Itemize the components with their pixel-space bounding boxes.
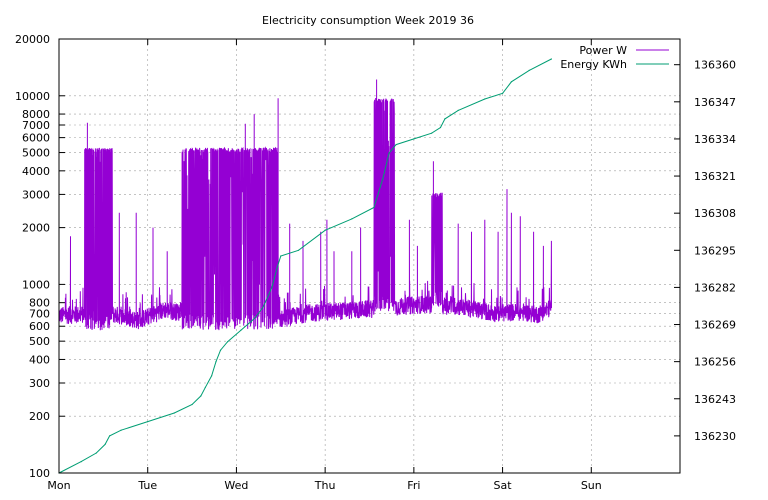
energy-point <box>80 461 82 463</box>
y2-tick-label: 136269 <box>694 319 736 332</box>
energy-point <box>395 144 397 146</box>
y2-tick-label: 136282 <box>694 281 736 294</box>
y2-tick-label: 136321 <box>694 170 736 183</box>
energy-point <box>510 81 512 83</box>
y2-tick-label: 136308 <box>694 207 736 220</box>
y2-tick-label: 136243 <box>694 393 736 406</box>
energy-point <box>95 452 97 454</box>
x-tick-label: Thu <box>314 479 336 492</box>
legend-label: Power W <box>579 44 627 57</box>
y-tick-label: 1000 <box>22 278 50 291</box>
energy-point <box>280 255 282 257</box>
energy-point <box>413 138 415 140</box>
plot-frame <box>58 38 681 474</box>
series-power <box>58 79 552 331</box>
energy-point <box>253 318 255 320</box>
energy-point <box>173 412 175 414</box>
energy-point <box>373 206 375 209</box>
energy-point <box>324 229 326 231</box>
energy-point <box>484 98 486 100</box>
y2-tick-label: 136295 <box>694 244 736 257</box>
y-tick-label: 800 <box>29 297 50 310</box>
energy-point <box>262 306 264 308</box>
y-tick-label: 2000 <box>22 222 50 235</box>
y-tick-label: 5000 <box>22 147 50 160</box>
energy-point <box>444 118 446 120</box>
energy-point <box>457 109 459 111</box>
y-tick-label: 700 <box>29 308 50 321</box>
chart-title: Electricity consumption Week 2019 36 <box>262 14 474 27</box>
energy-point <box>382 178 384 180</box>
y-tick-label: 200 <box>29 410 50 423</box>
energy-point <box>227 341 229 343</box>
y-tick-label: 500 <box>29 335 50 348</box>
energy-point <box>351 218 353 220</box>
y2-tick-label: 136256 <box>694 356 736 369</box>
energy-point <box>439 126 442 129</box>
y2-tick-label: 136334 <box>694 133 736 146</box>
x-tick-label: Wed <box>224 479 248 492</box>
energy-point <box>191 403 193 406</box>
legend-label: Energy KWh <box>560 58 627 71</box>
x-tick-label: Sun <box>581 479 602 492</box>
y-tick-label: 300 <box>29 377 50 390</box>
energy-point <box>120 429 122 431</box>
x-tick-label: Tue <box>137 479 157 492</box>
axis-ticks <box>58 38 680 474</box>
x-tick-label: Sat <box>494 479 513 492</box>
y-tick-label: 8000 <box>22 108 50 121</box>
energy-point <box>431 132 433 134</box>
y-tick-label: 10000 <box>15 90 50 103</box>
y-tick-label: 100 <box>29 467 50 480</box>
y2-tick-label: 136230 <box>694 430 736 443</box>
y-tick-label: 400 <box>29 353 50 366</box>
x-tick-label: Mon <box>47 479 70 492</box>
energy-point <box>297 249 300 251</box>
y2-tick-label: 136347 <box>694 96 736 109</box>
y-tick-label: 20000 <box>15 33 50 46</box>
energy-point <box>388 152 390 154</box>
energy-point <box>215 361 217 363</box>
energy-point <box>240 329 242 331</box>
y-tick-label: 6000 <box>22 132 50 145</box>
energy-point <box>219 349 222 351</box>
power-line <box>58 79 552 331</box>
y2-tick-label: 136360 <box>694 59 736 72</box>
x-tick-label: Fri <box>407 479 420 492</box>
energy-point <box>528 69 530 71</box>
energy-point <box>276 266 278 268</box>
energy-point <box>200 395 202 397</box>
energy-point <box>204 386 206 388</box>
energy-point <box>271 286 273 288</box>
y-tick-label: 7000 <box>22 119 50 132</box>
series-energy <box>58 58 553 474</box>
energy-point <box>104 443 106 445</box>
y-tick-label: 600 <box>29 320 50 333</box>
energy-line <box>58 58 552 474</box>
y-tick-label: 4000 <box>22 165 50 178</box>
energy-point <box>502 92 504 94</box>
tick-labels: Mon Tue Wed Thu Fri Sat Sun1002003004005006007… <box>15 33 736 492</box>
grid-lines <box>59 39 680 473</box>
energy-point <box>147 421 149 423</box>
energy-point <box>211 375 213 377</box>
y-tick-label: 3000 <box>22 188 50 201</box>
energy-point <box>550 58 553 60</box>
energy-point <box>109 435 111 437</box>
